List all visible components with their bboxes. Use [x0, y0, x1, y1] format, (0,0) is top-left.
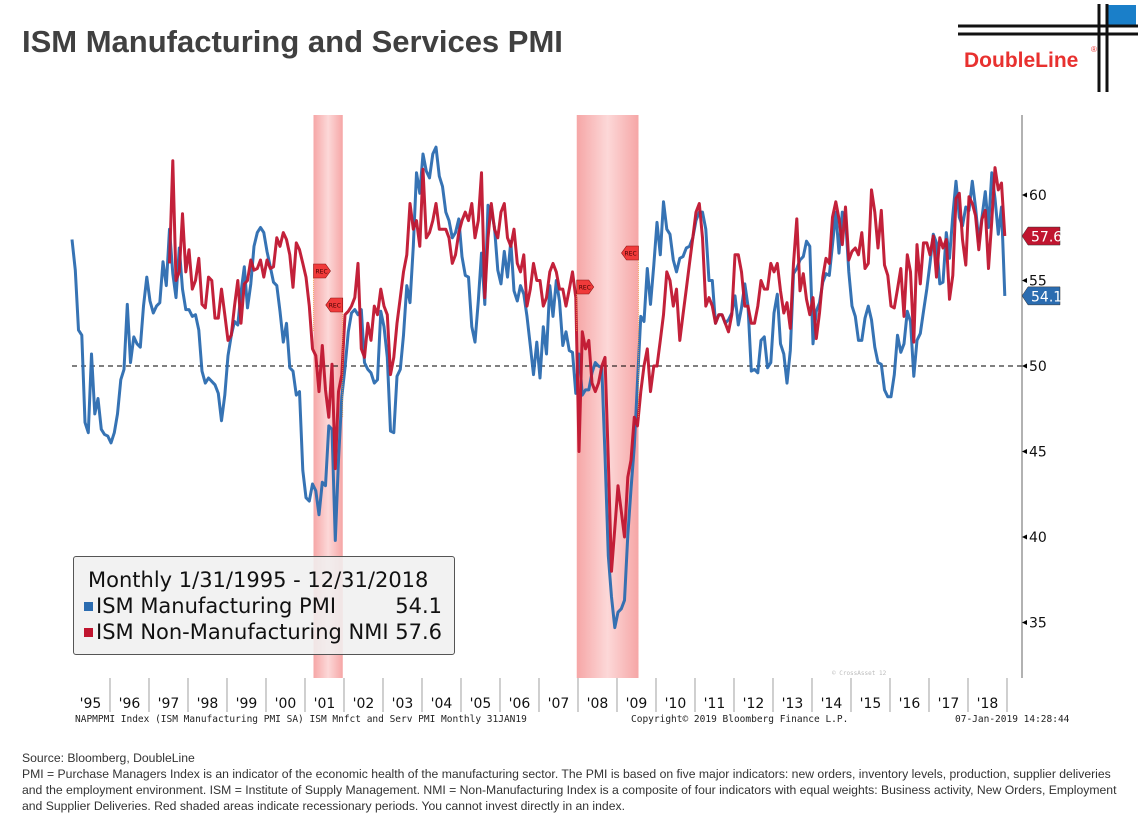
y-tick-mark	[1022, 363, 1027, 369]
x-tick-label: '01	[314, 696, 336, 712]
footer-timestamp: 07-Jan-2019 14:28:44	[955, 714, 1070, 725]
x-tick-label: '00	[275, 696, 297, 712]
y-tick-label: 55	[1029, 274, 1047, 290]
nmi-series-line	[168, 159, 1007, 573]
x-tick-label: '16	[899, 696, 921, 712]
legend-value: 54.1	[395, 594, 442, 618]
y-tick-mark	[1022, 534, 1027, 540]
logo-blue-square	[1108, 5, 1136, 27]
x-tick-label: '09	[626, 696, 648, 712]
y-tick-label: 40	[1029, 530, 1047, 546]
page-title: ISM Manufacturing and Services PMI	[22, 24, 563, 59]
x-tick-label: '07	[548, 696, 570, 712]
x-tick-label: '06	[509, 696, 531, 712]
legend-item-nmi: ISM Non-Manufacturing NMI 57.6	[84, 620, 446, 644]
y-tick-mark	[1022, 278, 1027, 283]
y-tick-label: 60	[1029, 188, 1047, 204]
source-note: Source: Bloomberg, DoubleLine	[22, 751, 195, 765]
notes: Source: Bloomberg, DoubleLine PMI = Purc…	[22, 750, 1122, 814]
legend-label: ISM Non-Manufacturing NMI	[96, 620, 389, 644]
x-tick-label: '18	[977, 696, 999, 712]
series-lines	[70, 145, 1007, 630]
legend-item-pmi: ISM Manufacturing PMI 54.1	[84, 594, 446, 618]
x-tick-label: '96	[119, 696, 141, 712]
recession-flag-label: REC	[579, 285, 591, 292]
x-tick-label: '04	[431, 696, 453, 712]
x-tick-label: '97	[158, 696, 180, 712]
x-tick-label: '13	[782, 696, 804, 712]
recession-start-flag	[313, 263, 331, 279]
y-tick-label: 45	[1029, 445, 1047, 461]
doubleline-logo: DoubleLine ®	[958, 4, 1138, 92]
legend-header: Monthly 1/31/1995 - 12/31/2018	[88, 568, 429, 592]
axes: 35 40 45 50 55 60 '95 '96 '97 '98 '99 '00 '01 '02 '03 '…	[72, 115, 1047, 712]
legend: Monthly 1/31/1995 - 12/31/2018 ISM Manuf…	[73, 556, 455, 655]
x-tick-label: '98	[197, 696, 219, 712]
logo-text: DoubleLine	[964, 49, 1078, 72]
recession-start-flag	[576, 279, 595, 295]
pmi-series-line	[70, 145, 1007, 630]
x-tick-label: '11	[704, 696, 726, 712]
recession-flag-label: REC	[329, 303, 341, 310]
legend-label: ISM Manufacturing PMI	[96, 594, 337, 618]
x-tick-label: '14	[821, 696, 843, 712]
legend-swatch-red	[84, 628, 93, 637]
annotations: REC REC REC REC 57.6 54.1	[313, 226, 1062, 418]
last-value-tag	[1021, 226, 1061, 246]
x-tick-label: '08	[587, 696, 609, 712]
x-tick-label: '15	[860, 696, 882, 712]
y-tick-label: 50	[1029, 359, 1047, 375]
recession-flag-label: REC	[316, 269, 328, 276]
footer-copyright: Copyright© 2019 Bloomberg Finance L.P.	[631, 714, 849, 725]
recession-flag-label: REC	[625, 251, 637, 258]
y-tick-mark	[1022, 192, 1027, 198]
logo-registered: ®	[1091, 45, 1097, 54]
y-tick-label: 35	[1029, 616, 1047, 632]
last-value-label: 57.6	[1031, 230, 1062, 246]
y-tick-mark	[1022, 620, 1027, 625]
x-tick-label: '99	[236, 696, 258, 712]
definitions-note: PMI = Purchase Managers Index is an indi…	[22, 767, 1117, 813]
x-tick-label: '95	[80, 696, 102, 712]
recession-end-flag	[621, 245, 639, 261]
x-tick-label: '05	[470, 696, 492, 712]
y-tick-mark	[1022, 449, 1027, 454]
legend-swatch-blue	[84, 602, 93, 611]
x-tick-label: '03	[392, 696, 414, 712]
legend-value: 57.6	[395, 620, 442, 644]
watermark: © CrossAsset 12	[832, 670, 887, 677]
last-value-label: 54.1	[1031, 289, 1062, 305]
x-tick-label: '12	[743, 696, 765, 712]
recession-end-flag	[325, 297, 344, 313]
last-value-tag	[1021, 286, 1061, 306]
x-tick-label: '10	[665, 696, 687, 712]
x-tick-label: '02	[353, 696, 375, 712]
x-tick-label: '17	[938, 696, 960, 712]
footer-ticker-info: NAPMPMI Index (ISM Manufacturing PMI SA)…	[75, 714, 527, 725]
